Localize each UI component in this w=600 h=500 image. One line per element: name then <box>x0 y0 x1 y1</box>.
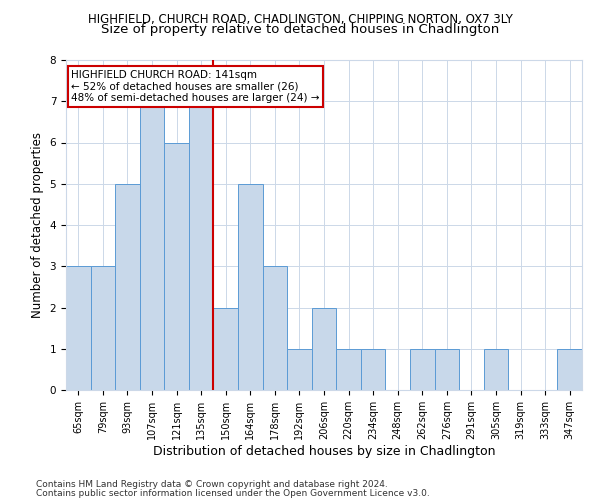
Bar <box>312 308 336 390</box>
Text: HIGHFIELD, CHURCH ROAD, CHADLINGTON, CHIPPING NORTON, OX7 3LY: HIGHFIELD, CHURCH ROAD, CHADLINGTON, CHI… <box>88 12 512 26</box>
Text: Size of property relative to detached houses in Chadlington: Size of property relative to detached ho… <box>101 22 499 36</box>
Bar <box>66 266 91 390</box>
X-axis label: Distribution of detached houses by size in Chadlington: Distribution of detached houses by size … <box>153 444 495 458</box>
Bar <box>214 308 238 390</box>
Bar <box>336 349 361 390</box>
Text: Contains HM Land Registry data © Crown copyright and database right 2024.: Contains HM Land Registry data © Crown c… <box>36 480 388 489</box>
Bar <box>238 184 263 390</box>
Text: Contains public sector information licensed under the Open Government Licence v3: Contains public sector information licen… <box>36 488 430 498</box>
Bar <box>484 349 508 390</box>
Bar <box>91 266 115 390</box>
Bar <box>410 349 434 390</box>
Bar <box>189 101 214 390</box>
Bar <box>557 349 582 390</box>
Y-axis label: Number of detached properties: Number of detached properties <box>31 132 44 318</box>
Bar <box>115 184 140 390</box>
Bar <box>263 266 287 390</box>
Text: HIGHFIELD CHURCH ROAD: 141sqm
← 52% of detached houses are smaller (26)
48% of s: HIGHFIELD CHURCH ROAD: 141sqm ← 52% of d… <box>71 70 320 103</box>
Bar <box>140 101 164 390</box>
Bar <box>361 349 385 390</box>
Bar <box>434 349 459 390</box>
Bar <box>164 142 189 390</box>
Bar <box>287 349 312 390</box>
